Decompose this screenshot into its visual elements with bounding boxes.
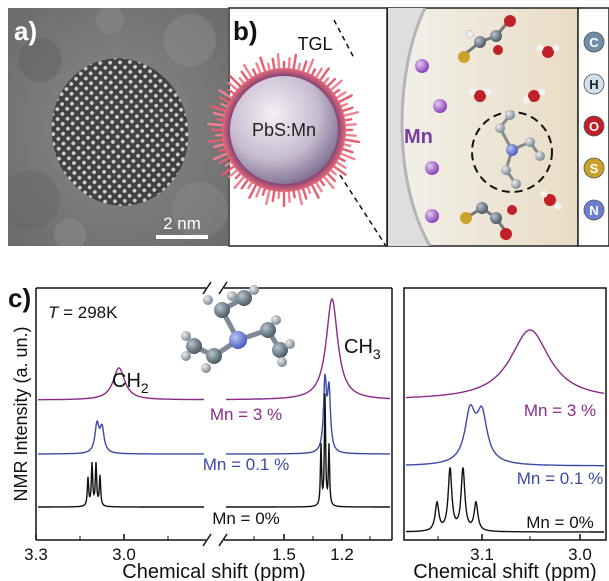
ligand-molecule-top (458, 15, 516, 63)
ligand-molecule-bottom (460, 202, 517, 240)
nitrogen-atom (506, 144, 518, 156)
mn-label: Mn (404, 126, 433, 148)
tick-label: 3.0 (568, 545, 592, 564)
legend-atom-h (583, 73, 605, 95)
panel-b: b) TGL PbS:Mn (207, 7, 388, 247)
sulfur-atom (460, 212, 472, 224)
spectrum-mn-0-right (406, 467, 604, 533)
water-molecules (468, 44, 562, 210)
series-label-mn-3: Mn = 3 % (210, 405, 282, 424)
tick-label: 3.3 (24, 545, 48, 564)
legend-atom-s (583, 157, 605, 179)
ch3-peak-label: CH3 (344, 336, 381, 362)
legend-symbol: N (589, 203, 598, 218)
nanocrystal-lattice (51, 58, 189, 206)
legend-atom-c (583, 31, 605, 53)
spectrum-mn-3-left (38, 298, 390, 401)
carbon-atom (490, 30, 502, 42)
spectrum-mn-0.1-right (406, 403, 604, 467)
zoom-line-top (333, 19, 355, 59)
oxygen-atom (507, 205, 517, 215)
temperature-label: T = 298K (48, 303, 118, 322)
tick-label: 3.1 (470, 545, 494, 564)
scale-bar (156, 235, 208, 239)
legend-atom-n (583, 199, 605, 221)
zoom-inset: Mn (387, 7, 579, 247)
scale-bar-label: 2 nm (163, 214, 201, 233)
mn-ions (415, 59, 447, 223)
tgl-label: TGL (297, 34, 332, 54)
legend-symbol: C (589, 35, 599, 50)
panel-b-label: b) (233, 16, 258, 46)
mn-ion (425, 161, 439, 175)
oxygen-atom (504, 15, 516, 27)
carbon-atom (474, 36, 486, 48)
panel-a-label: a) (14, 16, 37, 46)
spectrum-mn-0-left (38, 393, 390, 508)
nitrogen-atom (229, 331, 247, 349)
spectrum-mn-0.1-left (38, 373, 390, 455)
legend-atom-o (583, 115, 605, 137)
nanocrystal-surface (388, 8, 430, 246)
oxygen-atom (500, 228, 512, 240)
nmr-plot-left: 3.3 3.0 1.5 1.2 Chemical shift (ppm) NMR… (11, 281, 393, 581)
legend-symbol: H (589, 77, 598, 92)
nanocrystal-core (230, 76, 338, 184)
panel-a: a) 2 nm (8, 8, 228, 246)
y-axis-label: NMR Intensity (a. un.) (11, 326, 31, 501)
series-label-mn-0.1: Mn = 0.1 % (203, 455, 289, 474)
legend-symbol: S (590, 161, 599, 176)
nmr-plot-right: 3.1 3.0 Chemical shift (ppm) Mn = 3 % Mn… (403, 287, 607, 581)
core-label: PbS:Mn (252, 120, 316, 140)
axis-break-bottom (202, 533, 212, 547)
triethylamine-molecule (495, 110, 545, 189)
spectrum-mn-3-right (406, 329, 604, 399)
carbon-atom (490, 212, 502, 224)
element-legend: C H O S N (577, 7, 609, 247)
mn-ion (415, 59, 429, 73)
axis-break-top (202, 281, 212, 295)
series-label-mn-0: Mn = 0% (212, 509, 280, 528)
mn-ion (433, 99, 447, 113)
mn-ion (425, 209, 439, 223)
tem-noise (8, 8, 228, 246)
sulfur-atom (458, 51, 470, 63)
ch2-peak-label: CH2 (112, 370, 149, 396)
oxygen-atom (493, 45, 503, 55)
hydrogen-atom (466, 30, 474, 38)
series-label-right-mn-3: Mn = 3 % (524, 401, 596, 420)
panel-c-label: c) (8, 283, 31, 313)
x-axis-label-right: Chemical shift (ppm) (413, 561, 596, 581)
legend-symbol: O (589, 119, 599, 134)
carbon-atom (476, 202, 488, 214)
series-label-right-mn-0: Mn = 0% (526, 513, 594, 532)
tick-label: 1.2 (330, 545, 354, 564)
panel-c: c) 3.3 3.0 1.5 1. (8, 281, 607, 581)
tick-label: 3.0 (112, 545, 136, 564)
triethylamine-molecule-icon (181, 285, 295, 373)
series-label-right-mn-0.1: Mn = 0.1 % (517, 469, 603, 488)
x-axis-label-left: Chemical shift (ppm) (122, 561, 305, 581)
surface-edge (400, 8, 432, 246)
tick-label: 1.5 (272, 545, 296, 564)
